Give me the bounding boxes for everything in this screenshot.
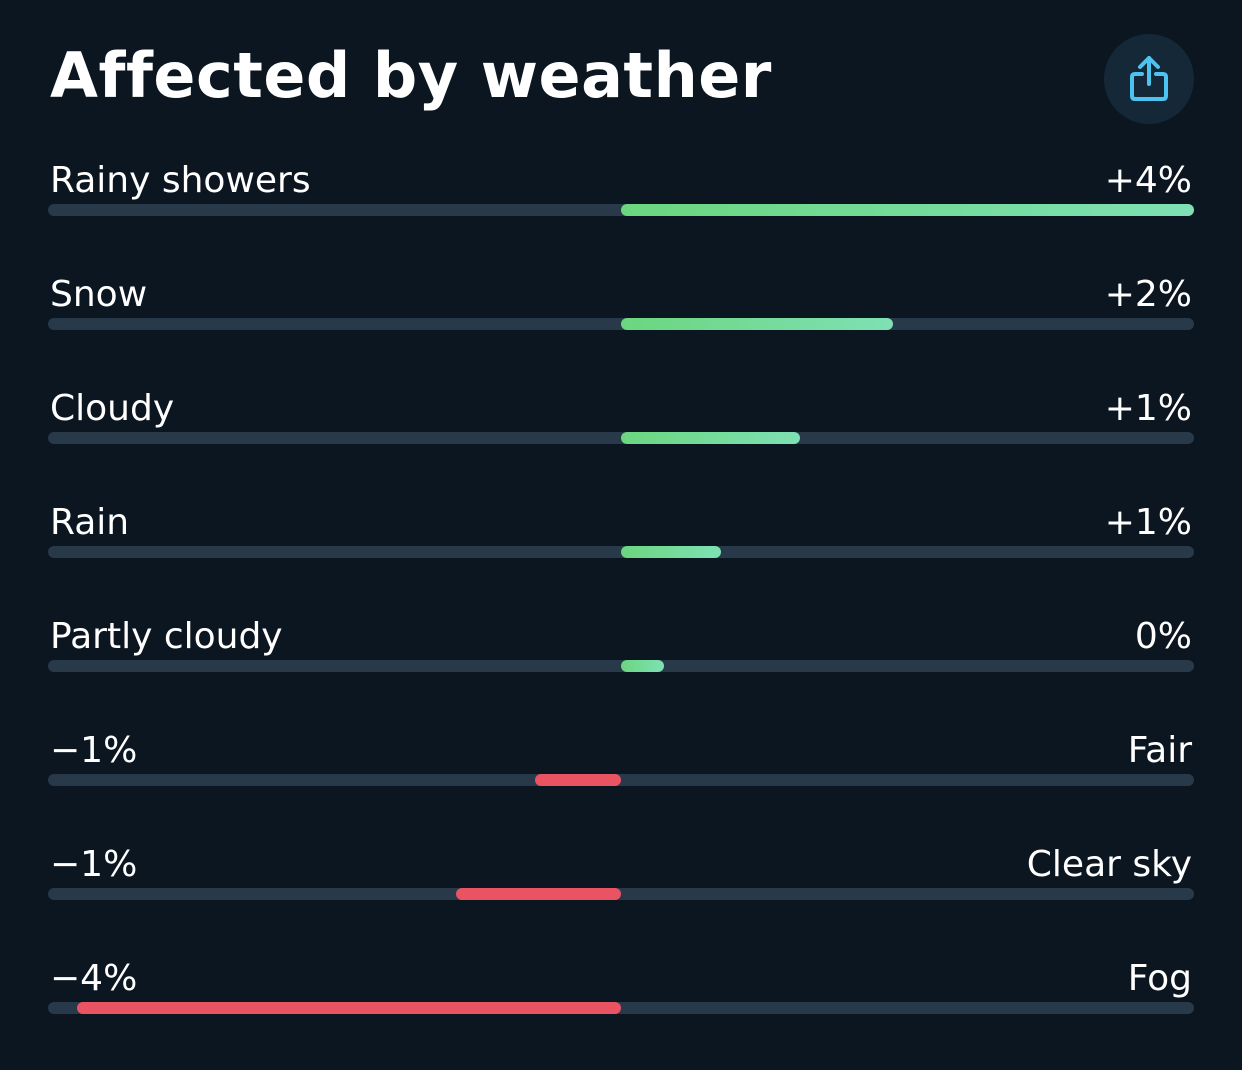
- weather-condition-label: Cloudy: [50, 388, 175, 429]
- weather-condition-label: Clear sky: [1026, 844, 1192, 885]
- weather-condition-label: Fog: [1127, 958, 1192, 999]
- weather-condition-label: Snow: [50, 274, 148, 315]
- weather-condition-label: Fair: [1127, 730, 1192, 771]
- impact-bar-fill: [621, 318, 893, 330]
- weather-row-partly-cloudy: Partly cloudy 0%: [48, 614, 1194, 728]
- weather-impact-value: +1%: [1104, 502, 1192, 543]
- page-title: Affected by weather: [50, 39, 772, 112]
- weather-impact-value: −1%: [50, 730, 138, 771]
- weather-row-rain: Rain +1%: [48, 500, 1194, 614]
- impact-bar-track: [48, 1002, 1194, 1014]
- weather-row-snow: Snow +2%: [48, 272, 1194, 386]
- weather-impact-value: −4%: [50, 958, 138, 999]
- share-button[interactable]: [1104, 34, 1194, 124]
- impact-bar-track: [48, 432, 1194, 444]
- weather-condition-label: Rainy showers: [50, 160, 311, 201]
- weather-condition-label: Rain: [50, 502, 130, 543]
- impact-bar-fill: [621, 660, 664, 672]
- share-icon: [1130, 56, 1168, 101]
- weather-condition-label: Partly cloudy: [50, 616, 283, 657]
- impact-bar-fill: [456, 888, 621, 900]
- weather-row-clear-sky: −1% Clear sky: [48, 842, 1194, 956]
- weather-row-rainy-showers: Rainy showers +4%: [48, 158, 1194, 272]
- weather-impact-value: +4%: [1104, 160, 1192, 201]
- impact-bar-track: [48, 546, 1194, 558]
- weather-impact-value: 0%: [1134, 616, 1192, 657]
- impact-bar-fill: [535, 774, 621, 786]
- impact-bar-fill: [621, 204, 1194, 216]
- weather-impact-value: +1%: [1104, 388, 1192, 429]
- impact-bar-fill: [77, 1002, 621, 1014]
- impact-bar-fill: [621, 546, 721, 558]
- weather-row-fog: −4% Fog: [48, 956, 1194, 1070]
- impact-bar-track: [48, 774, 1194, 786]
- impact-bar-track: [48, 888, 1194, 900]
- weather-impact-list: Rainy showers +4% Snow +2% Cloudy +1% Ra…: [48, 158, 1194, 1070]
- weather-impact-value: −1%: [50, 844, 138, 885]
- impact-bar-fill: [621, 432, 800, 444]
- weather-row-fair: −1% Fair: [48, 728, 1194, 842]
- impact-bar-track: [48, 318, 1194, 330]
- impact-bar-track: [48, 660, 1194, 672]
- weather-impact-value: +2%: [1104, 274, 1192, 315]
- impact-bar-track: [48, 204, 1194, 216]
- weather-row-cloudy: Cloudy +1%: [48, 386, 1194, 500]
